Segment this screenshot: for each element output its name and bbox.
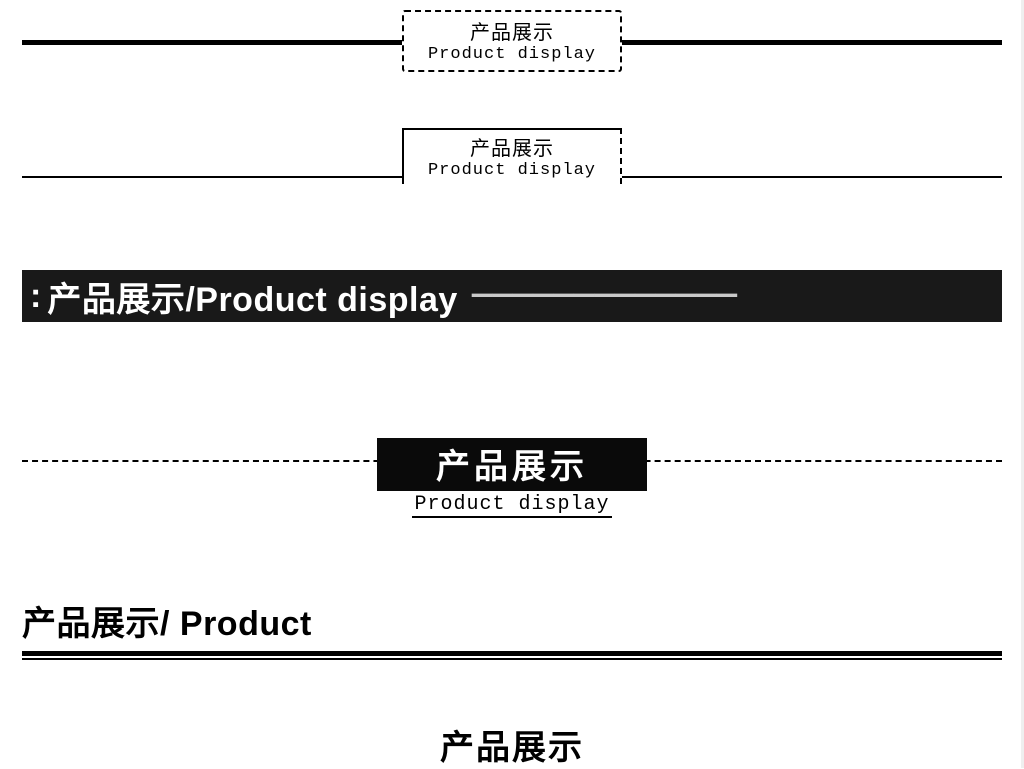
title-cn: 产品展示 [404, 132, 620, 161]
title-cn-inverse: 产品展示 [377, 438, 647, 491]
trailing-dashes: ————————————— [458, 277, 737, 315]
title-left: 产品展示/ Product [22, 596, 1002, 651]
colon-prefix-icon: : [22, 279, 47, 313]
header-style-black-bar: : 产品展示/Product display ————————————— [22, 270, 1002, 322]
title-box-halfopen: 产品展示 Product display [402, 128, 622, 184]
title-box-dashed: 产品展示 Product display [402, 10, 622, 72]
underline-thin [22, 658, 1002, 660]
subtitle-wrap: Product display [22, 493, 1002, 518]
underline-thick [22, 651, 1002, 656]
subtitle-en-underlined: Product display [412, 493, 611, 518]
title-cn-bold: 产品展示 [440, 729, 584, 767]
header-style-centered-bold: 产品展示 [0, 720, 1024, 769]
header-style-dashed-box: 产品展示 Product display [22, 10, 1002, 72]
header-style-black-label: 产品展示 Product display [22, 438, 1002, 518]
title-en: Product display [404, 45, 620, 64]
title-cn: 产品展示 [404, 16, 620, 45]
header-style-double-underline: 产品展示/ Product [22, 596, 1002, 660]
title-en: Product display [404, 161, 620, 180]
header-style-half-box: 产品展示 Product display [22, 128, 1002, 184]
title-combined: 产品展示/Product display [47, 272, 458, 321]
